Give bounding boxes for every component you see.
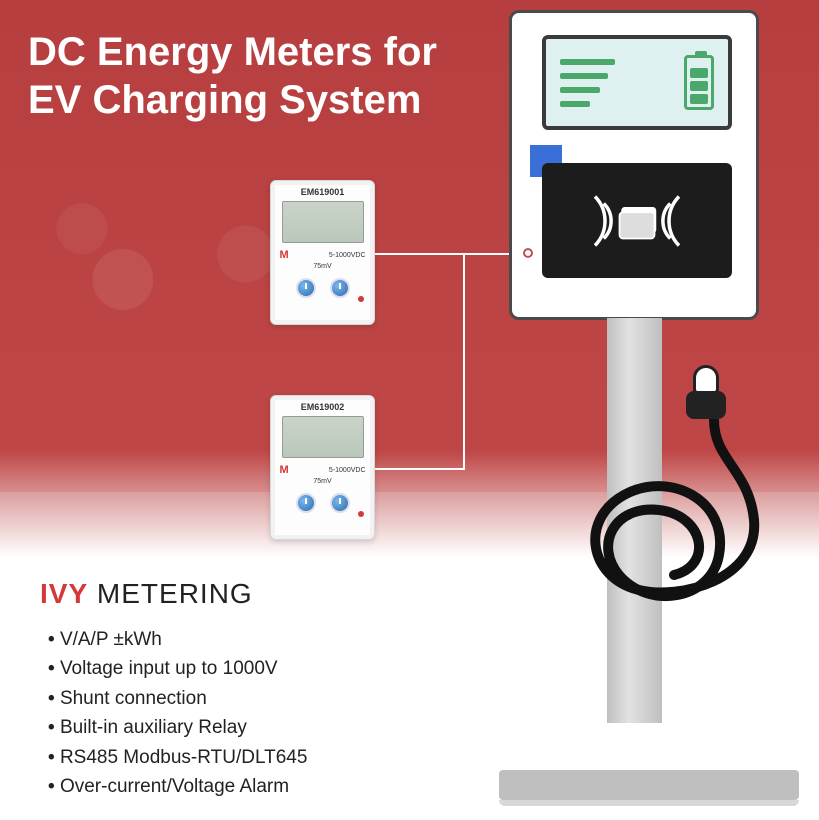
charging-connector (681, 365, 731, 430)
charging-cable (559, 400, 789, 680)
title-line-1: DC Energy Meters for (28, 28, 437, 76)
meter1-spec-row: M 5-1000VDC (280, 249, 366, 261)
brand-ivy: IVY (40, 578, 88, 609)
screen-status-lines (560, 59, 615, 107)
connection-line (463, 253, 465, 470)
feature-list: V/A/P ±kWh Voltage input up to 1000V Shu… (48, 625, 307, 802)
meter1-model: EM619001 (301, 187, 345, 197)
title-line-2: EV Charging System (28, 76, 437, 124)
meter1-knob-left (296, 278, 316, 298)
meter2-knob-right (330, 493, 350, 513)
meter2-lcd (282, 416, 364, 458)
meter1-shunt: 75mV (313, 263, 331, 270)
meter2-shunt: 75mV (313, 478, 331, 485)
meter1-knobs (296, 278, 350, 298)
energy-meter-2: EM619002 M 5-1000VDC 75mV (270, 395, 375, 540)
meter2-voltage: 5-1000VDC (329, 467, 366, 474)
connection-node (520, 245, 536, 261)
meter2-knob-left (296, 493, 316, 513)
meter2-led (358, 511, 364, 517)
meter1-logo: M (280, 249, 289, 261)
feature-item: V/A/P ±kWh (48, 625, 307, 654)
feature-item: Built-in auxiliary Relay (48, 713, 307, 742)
contactless-icon (582, 186, 692, 256)
connection-line (375, 468, 465, 470)
meter1-lcd (282, 201, 364, 243)
feature-item: Shunt connection (48, 684, 307, 713)
rfid-card-reader (542, 163, 732, 278)
meter2-model: EM619002 (301, 402, 345, 412)
station-screen (542, 35, 732, 130)
station-head (509, 10, 759, 320)
page-title: DC Energy Meters for EV Charging System (28, 28, 437, 124)
station-base (499, 770, 799, 800)
brand-name: IVY METERING (40, 578, 253, 610)
meter1-knob-right (330, 278, 350, 298)
battery-icon (684, 55, 714, 110)
brand-metering: METERING (88, 578, 253, 609)
feature-item: RS485 Modbus-RTU/DLT645 (48, 743, 307, 772)
ev-charging-station (499, 10, 799, 800)
meter1-led (358, 296, 364, 302)
meter2-logo: M (280, 464, 289, 476)
meter1-voltage: 5-1000VDC (329, 252, 366, 259)
feature-item: Over-current/Voltage Alarm (48, 772, 307, 801)
meter2-knobs (296, 493, 350, 513)
meter2-spec-row: M 5-1000VDC (280, 464, 366, 476)
feature-item: Voltage input up to 1000V (48, 654, 307, 683)
energy-meter-1: EM619001 M 5-1000VDC 75mV (270, 180, 375, 325)
